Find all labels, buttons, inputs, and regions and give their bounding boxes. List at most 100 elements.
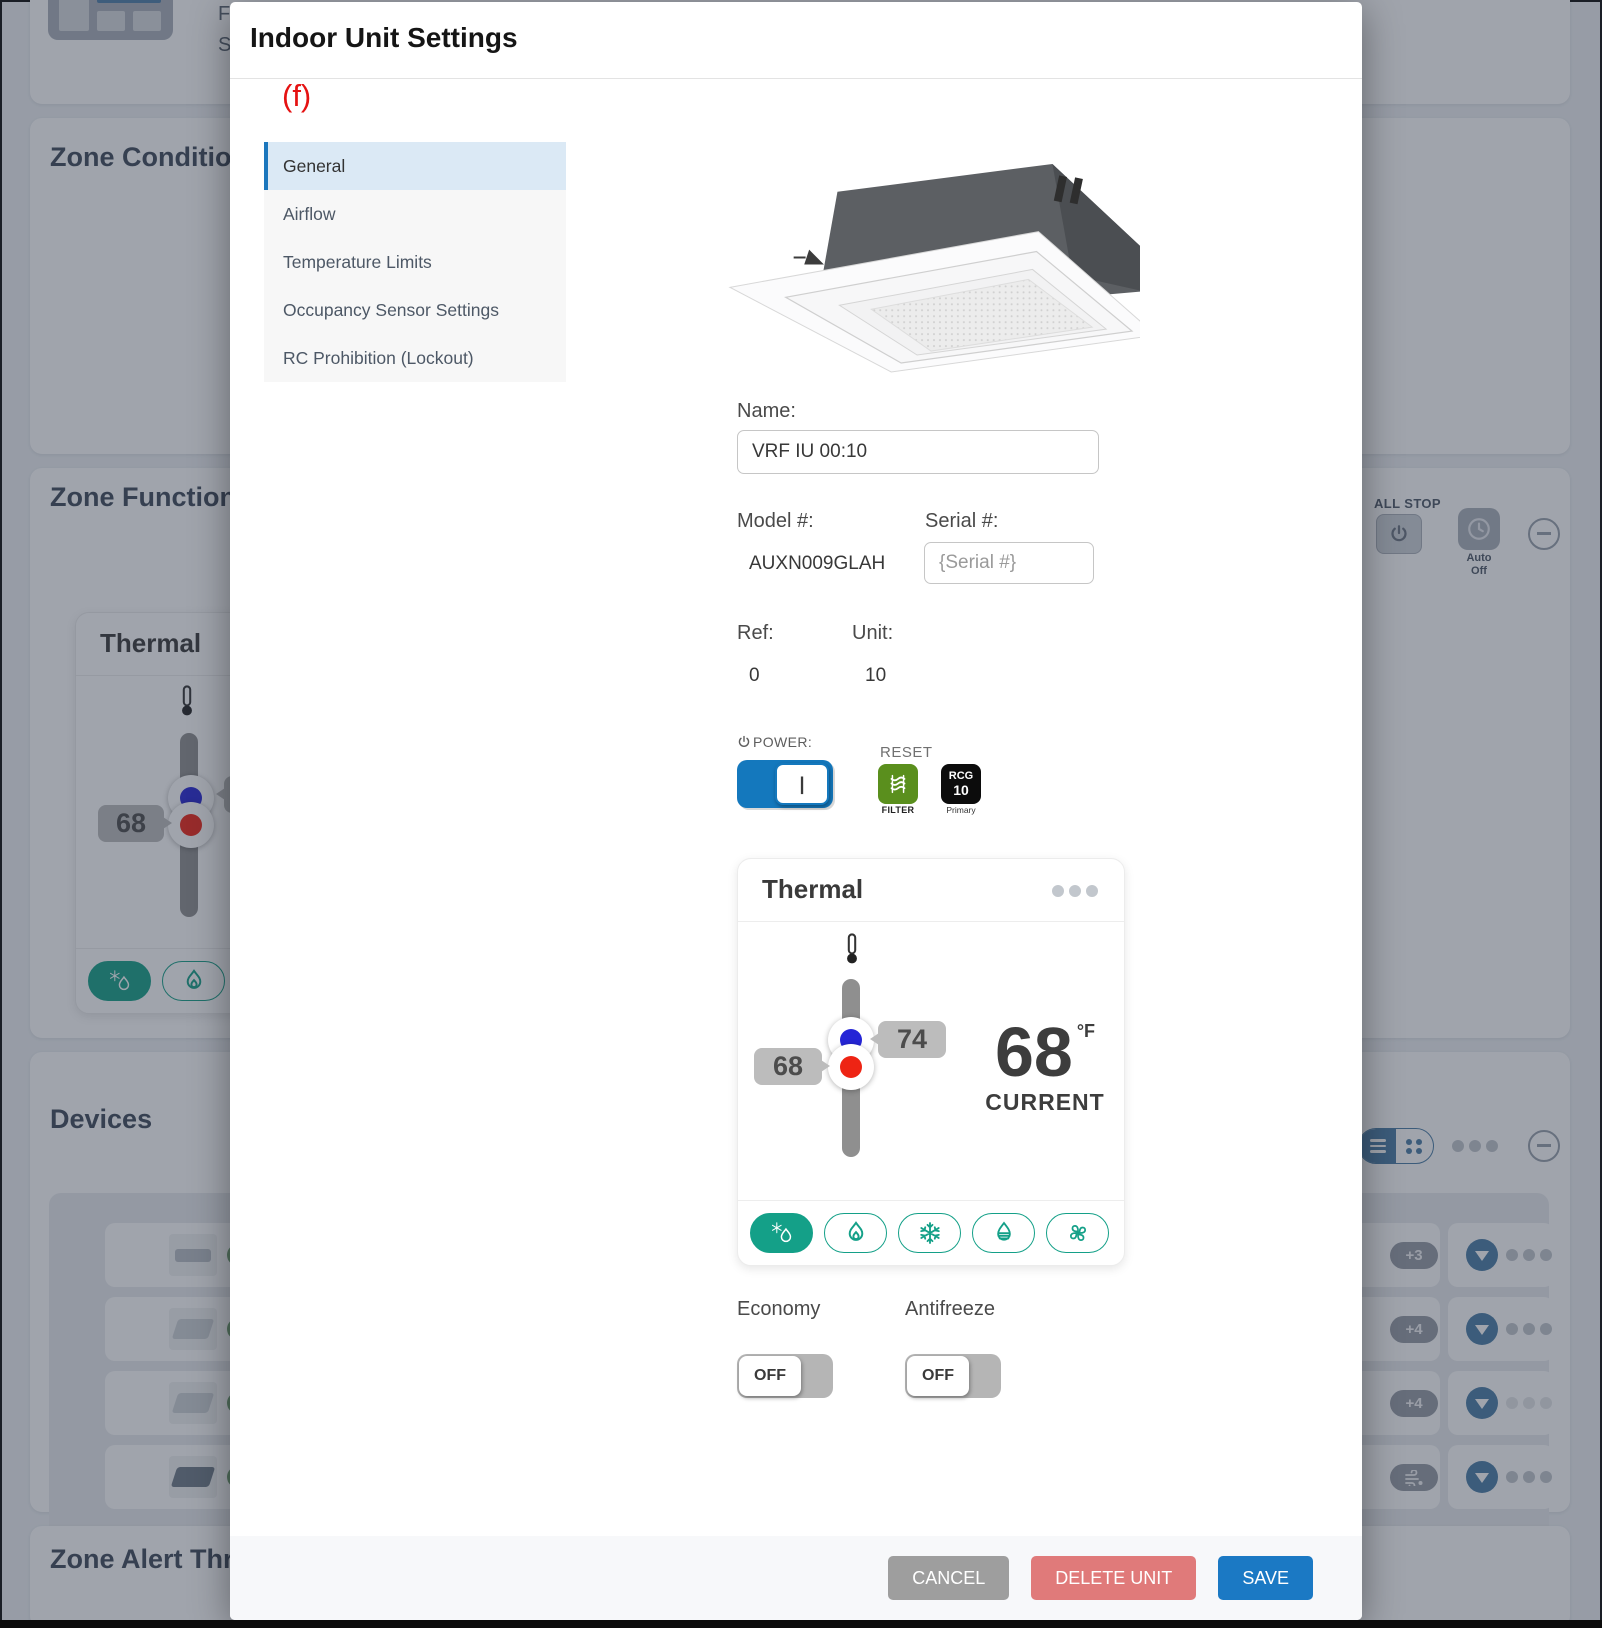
- unit-value: 10: [865, 665, 887, 686]
- fan-speed-button[interactable]: [1466, 1313, 1498, 1345]
- name-label: Name:: [737, 400, 796, 422]
- fan-mode-icon: [1065, 1220, 1091, 1246]
- airflow-icon: [1404, 1469, 1424, 1486]
- view-toggle[interactable]: [1358, 1128, 1434, 1164]
- antifreeze-toggle-knob[interactable]: OFF: [907, 1356, 969, 1396]
- name-input[interactable]: [737, 430, 1099, 474]
- rcg-caption: Primary: [946, 805, 976, 815]
- mode-auto-button[interactable]: [88, 961, 151, 1001]
- heat-dot: [180, 814, 202, 836]
- antifreeze-toggle[interactable]: OFF: [905, 1354, 1001, 1398]
- cassette-unit-dark-icon: [169, 1456, 217, 1498]
- devices-title: Devices: [50, 1104, 153, 1134]
- ref-label: Ref:: [737, 622, 774, 644]
- floorplan-room-block: [133, 11, 161, 31]
- tab-rc-prohibition[interactable]: RC Prohibition (Lockout): [283, 347, 474, 368]
- economy-toggle-knob[interactable]: OFF: [739, 1356, 801, 1396]
- rcg-icon: RCG 10: [941, 764, 981, 804]
- device-menu-dots[interactable]: [1506, 1323, 1552, 1335]
- economy-label: Economy: [737, 1298, 821, 1320]
- heat-mode-icon: [181, 968, 207, 994]
- unit-label: Unit:: [852, 622, 894, 644]
- background-mode-buttons: [76, 948, 596, 1013]
- device-menu-dots[interactable]: [1506, 1471, 1552, 1483]
- airflow-badge: [1390, 1464, 1438, 1491]
- collapse-devices-button[interactable]: [1528, 1130, 1560, 1162]
- serial-input[interactable]: [924, 542, 1094, 584]
- current-temp-unit: °F: [1076, 1021, 1096, 1041]
- mode-heat-button[interactable]: [824, 1213, 887, 1253]
- mode-cool-button[interactable]: [898, 1213, 961, 1253]
- all-stop-power-button[interactable]: [1376, 514, 1422, 554]
- delete-unit-button[interactable]: DELETE UNIT: [1031, 1556, 1197, 1600]
- tab-occupancy-sensor[interactable]: Occupancy Sensor Settings: [283, 299, 499, 320]
- serial-label: Serial #:: [925, 510, 999, 532]
- fan-speed-button[interactable]: [1466, 1461, 1498, 1493]
- device-row-controls: [1448, 1445, 1554, 1509]
- modal-footer: CANCEL DELETE UNIT SAVE: [230, 1536, 1362, 1620]
- current-temp-value: 68: [994, 1013, 1073, 1091]
- heat-setpoint-tag: 68: [98, 805, 172, 842]
- filter-caption: FILTER: [881, 805, 915, 815]
- floorplan-room-block: [59, 0, 89, 31]
- tab-airflow[interactable]: Airflow: [283, 203, 336, 224]
- auto-off-timer-button[interactable]: [1458, 508, 1500, 550]
- device-menu-dots[interactable]: [1506, 1397, 1552, 1409]
- thermometer-icon: [178, 685, 196, 717]
- list-view-icon[interactable]: [1359, 1129, 1396, 1163]
- floorplan-highlight-room: [97, 0, 161, 3]
- model-label: Model #:: [737, 510, 814, 532]
- heat-setpoint-handle[interactable]: [168, 802, 214, 848]
- reset-label: RESET: [880, 744, 933, 761]
- auto-off-label: Auto Off: [1466, 552, 1492, 578]
- current-temperature: 68 °F CURRENT: [972, 1017, 1118, 1116]
- power-toggle-knob[interactable]: |: [775, 763, 829, 805]
- device-menu-dots[interactable]: [1506, 1249, 1552, 1261]
- power-icon: [737, 735, 751, 749]
- auto-mode-icon: [769, 1220, 795, 1246]
- thermal-card: Thermal 74 68 68 °F CURRENT: [737, 858, 1125, 1266]
- grid-view-icon[interactable]: [1396, 1129, 1433, 1163]
- settings-nav: General Airflow Temperature Limits Occup…: [264, 142, 566, 382]
- mode-heat-button[interactable]: [162, 961, 225, 1001]
- power-icon: [1389, 524, 1409, 544]
- cassette-unit-icon: [169, 1308, 217, 1350]
- heat-setpoint-tag: 68: [754, 1048, 830, 1085]
- heat-dot: [840, 1056, 862, 1078]
- device-row-controls: [1448, 1297, 1554, 1361]
- antifreeze-label: Antifreeze: [905, 1298, 996, 1320]
- filter-reset-button[interactable]: FILTER: [876, 764, 920, 815]
- collapse-zone-functions-button[interactable]: [1528, 518, 1560, 550]
- fan-speed-button[interactable]: [1466, 1387, 1498, 1419]
- economy-toggle[interactable]: OFF: [737, 1354, 833, 1398]
- save-button[interactable]: SAVE: [1218, 1556, 1313, 1600]
- zone-functions-title: Zone Functions: [50, 482, 251, 512]
- thermometer-icon: [843, 933, 861, 965]
- figure-annotation: (f): [282, 78, 312, 113]
- thermal-card-header: Thermal: [738, 859, 1124, 922]
- tab-temperature-limits[interactable]: Temperature Limits: [283, 251, 432, 272]
- indoor-unit-image: [722, 140, 1140, 374]
- auto-mode-icon: [107, 968, 133, 994]
- current-temp-label: CURRENT: [985, 1089, 1105, 1115]
- clock-icon: [1466, 516, 1492, 542]
- modal-title: Indoor Unit Settings: [250, 22, 518, 53]
- wall-unit-icon: [169, 1234, 217, 1276]
- power-toggle[interactable]: |: [737, 760, 833, 808]
- device-count-badge: +4: [1390, 1390, 1438, 1417]
- mode-fan-button[interactable]: [1046, 1213, 1109, 1253]
- thermal-menu-dots[interactable]: [1052, 885, 1098, 897]
- thermal-card-title: Thermal: [762, 874, 864, 904]
- cancel-button[interactable]: CANCEL: [888, 1556, 1010, 1600]
- floorplan-room-block: [97, 11, 125, 31]
- window-bottom-border: [0, 1620, 1602, 1628]
- floorplan-icon: [48, 0, 173, 40]
- tab-general[interactable]: General: [264, 142, 566, 190]
- mode-auto-button[interactable]: [750, 1213, 813, 1253]
- heat-setpoint-handle[interactable]: [828, 1044, 874, 1090]
- mode-dry-button[interactable]: [972, 1213, 1035, 1253]
- devices-menu-dots[interactable]: [1452, 1140, 1498, 1152]
- fan-speed-button[interactable]: [1466, 1239, 1498, 1271]
- heat-mode-icon: [843, 1220, 869, 1246]
